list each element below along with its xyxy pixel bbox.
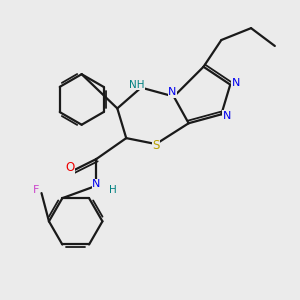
- Text: H: H: [109, 185, 117, 195]
- Text: NH: NH: [129, 80, 144, 90]
- Text: N: N: [223, 111, 231, 121]
- Text: S: S: [152, 139, 160, 152]
- Text: N: N: [168, 87, 176, 97]
- Text: N: N: [231, 78, 240, 88]
- Text: F: F: [32, 185, 39, 195]
- Text: O: O: [65, 161, 74, 174]
- Text: N: N: [92, 179, 101, 189]
